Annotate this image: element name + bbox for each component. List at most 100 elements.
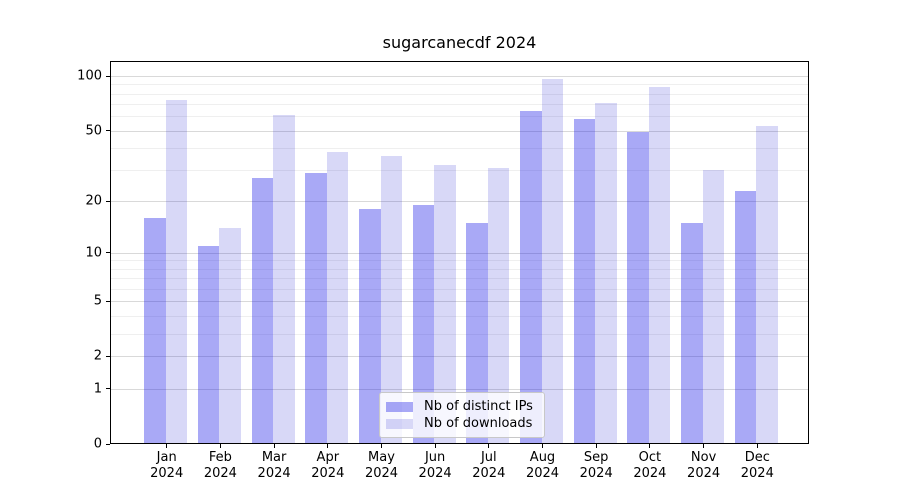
x-tick-mark — [381, 444, 382, 448]
bar-distinct-ips — [520, 111, 542, 444]
bar-downloads — [326, 151, 349, 444]
x-tick-mark — [327, 444, 329, 448]
x-tick-month: Apr — [316, 450, 340, 465]
y-tick-label: 2 — [93, 348, 102, 364]
x-tick-label: Aug 2024 — [511, 450, 575, 481]
y-tick-label: 20 — [85, 193, 102, 209]
major-gridline — [110, 130, 809, 132]
x-tick-month: Mar — [261, 450, 287, 465]
bar-distinct-ips — [734, 190, 757, 444]
bar-downloads — [648, 87, 671, 444]
bar-downloads — [380, 156, 402, 444]
y-tick-mark — [106, 355, 110, 357]
bar-downloads — [487, 167, 510, 444]
x-tick-label: Jul 2024 — [457, 450, 521, 481]
bar-distinct-ips — [573, 118, 596, 444]
x-tick-year: 2024 — [364, 465, 399, 481]
minor-gridline — [110, 260, 809, 262]
minor-gridline — [110, 333, 809, 335]
x-tick-mark — [703, 444, 705, 448]
bar-downloads — [702, 170, 725, 444]
y-tick-mark — [106, 200, 110, 202]
plot-area — [110, 61, 809, 444]
bar-downloads — [434, 165, 456, 444]
y-tick-label: 0 — [93, 436, 102, 452]
x-tick-year: 2024 — [579, 465, 613, 481]
x-tick-mark — [434, 444, 436, 448]
bar-distinct-ips — [197, 245, 220, 444]
x-tick-year: 2024 — [150, 465, 184, 481]
x-tick-mark — [166, 444, 168, 448]
bar-downloads — [165, 99, 188, 444]
minor-gridline — [110, 288, 809, 290]
y-tick-label: 100 — [77, 68, 102, 84]
legend-label-distinct-ips: Nb of distinct IPs — [424, 399, 533, 414]
bar-distinct-ips — [466, 223, 488, 444]
minor-gridline — [110, 268, 809, 270]
x-tick-mark — [542, 444, 543, 448]
y-tick-mark — [106, 252, 110, 254]
x-tick-mark — [595, 444, 597, 448]
x-tick-year: 2024 — [633, 465, 667, 481]
bar-distinct-ips — [412, 205, 435, 444]
major-gridline — [110, 388, 809, 390]
y-tick-label: 50 — [85, 123, 102, 138]
bar-distinct-ips — [359, 209, 381, 444]
x-tick-label: Sep 2024 — [564, 450, 628, 481]
bar-distinct-ips — [251, 178, 274, 444]
x-tick-year: 2024 — [257, 465, 291, 481]
legend-swatch-distinct-ips — [386, 401, 413, 412]
y-tick-label: 5 — [93, 293, 102, 309]
bar-downloads — [219, 228, 241, 444]
minor-gridline — [110, 147, 809, 149]
x-tick-year: 2024 — [525, 465, 560, 481]
x-tick-month: Sep — [583, 450, 609, 465]
x-tick-mark — [649, 444, 651, 448]
x-tick-month: Nov — [690, 450, 717, 465]
y-tick-label: 10 — [85, 245, 102, 261]
major-gridline — [110, 201, 809, 203]
x-tick-mark — [488, 444, 490, 448]
x-tick-label: Apr 2024 — [296, 450, 360, 481]
bar-distinct-ips — [305, 172, 327, 444]
major-gridline — [110, 76, 809, 78]
legend-swatch-downloads — [386, 418, 413, 429]
bar-distinct-ips — [681, 223, 703, 444]
legend-label-downloads: Nb of downloads — [424, 416, 533, 431]
legend: Nb of distinct IPs Nb of downloads — [379, 392, 545, 438]
x-tick-month: Jan — [156, 450, 177, 465]
minor-gridline — [110, 104, 809, 106]
y-tick-label: 1 — [93, 381, 102, 397]
y-tick-mark — [106, 300, 110, 302]
x-tick-month: Dec — [744, 450, 770, 465]
minor-gridline — [110, 84, 809, 86]
x-tick-label: Feb 2024 — [188, 450, 252, 481]
x-tick-mark — [273, 444, 275, 448]
x-tick-year: 2024 — [740, 465, 774, 481]
major-gridline — [110, 252, 809, 254]
x-tick-label: Oct 2024 — [618, 450, 682, 481]
bar-downloads — [595, 103, 617, 444]
chart-title: sugarcanecdf 2024 — [382, 33, 537, 52]
minor-gridline — [110, 170, 809, 172]
x-tick-label: Jun 2024 — [403, 450, 467, 481]
x-tick-label: Mar 2024 — [242, 450, 306, 481]
major-gridline — [110, 356, 809, 358]
legend-item-distinct-ips: Nb of distinct IPs — [386, 398, 544, 415]
x-tick-month: Jun — [424, 450, 446, 465]
x-tick-year: 2024 — [203, 465, 237, 481]
x-tick-month: Jul — [480, 450, 497, 465]
legend-item-downloads: Nb of downloads — [386, 415, 544, 432]
bar-downloads — [273, 115, 295, 444]
x-tick-label: Dec 2024 — [725, 450, 789, 481]
minor-gridline — [110, 116, 809, 118]
y-tick-mark — [106, 388, 110, 390]
x-tick-label: May 2024 — [350, 450, 414, 481]
x-tick-mark — [219, 444, 221, 448]
minor-gridline — [110, 315, 809, 317]
bar-distinct-ips — [144, 218, 166, 444]
x-tick-label: Nov 2024 — [672, 450, 736, 481]
minor-gridline — [110, 278, 809, 280]
x-tick-month: Oct — [638, 450, 662, 465]
